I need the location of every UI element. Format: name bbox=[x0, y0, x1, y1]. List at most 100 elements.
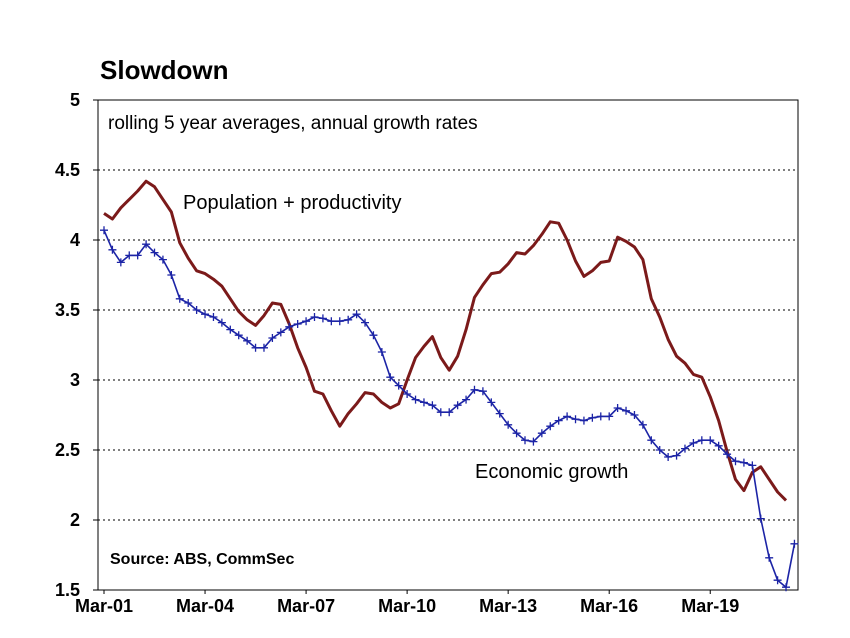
data-point bbox=[100, 226, 108, 235]
data-point bbox=[462, 395, 471, 404]
data-point bbox=[276, 328, 285, 337]
data-point bbox=[116, 258, 125, 267]
series-lines bbox=[100, 179, 799, 592]
data-point bbox=[150, 248, 159, 257]
data-point bbox=[285, 322, 294, 331]
x-tick-label: Mar-04 bbox=[176, 596, 234, 616]
data-point bbox=[318, 314, 327, 323]
series-label-population-productivity: Population + productivity bbox=[183, 192, 401, 214]
data-point bbox=[352, 310, 361, 319]
data-point bbox=[335, 317, 344, 326]
data-point bbox=[529, 437, 538, 446]
data-point bbox=[630, 411, 639, 419]
y-tick-label: 5 bbox=[70, 90, 80, 110]
data-point bbox=[613, 404, 622, 412]
series-label-economic-growth: Economic growth bbox=[475, 461, 628, 483]
data-point bbox=[445, 408, 454, 417]
data-point bbox=[512, 429, 521, 438]
data-point bbox=[706, 436, 715, 445]
y-tick-label: 2 bbox=[70, 510, 80, 530]
y-tick-label: 3.5 bbox=[55, 300, 80, 320]
data-point bbox=[243, 336, 252, 345]
y-tick-label: 2.5 bbox=[55, 440, 80, 460]
chart-subtitle: rolling 5 year averages, annual growth r… bbox=[108, 113, 478, 134]
data-point bbox=[344, 315, 353, 324]
data-point bbox=[588, 413, 597, 422]
data-point bbox=[158, 255, 167, 264]
data-point bbox=[596, 412, 605, 421]
gridlines bbox=[98, 169, 798, 521]
data-point bbox=[739, 458, 748, 467]
data-point bbox=[369, 331, 378, 340]
data-point bbox=[234, 331, 243, 340]
data-point bbox=[428, 401, 437, 410]
data-point bbox=[680, 444, 689, 453]
series-population-productivity bbox=[103, 179, 788, 502]
x-axis-ticks: Mar-01 Mar-04 Mar-07 Mar-10 Mar-13 Mar-16 Mar-… bbox=[75, 590, 739, 616]
data-point bbox=[748, 461, 757, 470]
x-tick-label: Mar-16 bbox=[580, 596, 638, 616]
data-point bbox=[563, 412, 572, 421]
data-point bbox=[605, 412, 614, 421]
x-tick-label: Mar-07 bbox=[277, 596, 335, 616]
data-point bbox=[403, 390, 412, 398]
data-point bbox=[689, 439, 698, 447]
data-point bbox=[226, 325, 235, 334]
data-point bbox=[217, 318, 226, 327]
data-point bbox=[293, 320, 302, 328]
data-point bbox=[436, 408, 445, 417]
data-point bbox=[664, 453, 673, 461]
data-point bbox=[142, 240, 151, 249]
data-point bbox=[167, 271, 176, 279]
plot-area bbox=[97, 99, 799, 591]
data-point bbox=[201, 310, 210, 319]
y-tick-label: 4 bbox=[70, 230, 80, 250]
data-point bbox=[478, 387, 487, 396]
y-tick-label: 3 bbox=[70, 370, 80, 390]
data-point bbox=[133, 251, 142, 260]
series-economic-growth bbox=[100, 226, 799, 592]
data-point bbox=[411, 395, 420, 404]
y-tick-label: 4.5 bbox=[55, 160, 80, 180]
source-note: Source: ABS, CommSec bbox=[110, 551, 294, 568]
data-point bbox=[731, 457, 740, 466]
x-tick-label: Mar-01 bbox=[75, 596, 133, 616]
data-point bbox=[782, 583, 791, 592]
data-point bbox=[125, 251, 134, 260]
data-point bbox=[554, 416, 563, 425]
data-point bbox=[638, 420, 647, 429]
data-point bbox=[723, 450, 732, 459]
data-point bbox=[268, 334, 277, 342]
data-point bbox=[537, 429, 546, 438]
data-point bbox=[310, 313, 319, 321]
data-point bbox=[579, 416, 588, 425]
data-point bbox=[377, 348, 386, 356]
data-point bbox=[108, 245, 117, 254]
data-point bbox=[251, 343, 260, 352]
data-point bbox=[495, 409, 504, 418]
data-point bbox=[184, 299, 193, 307]
data-point bbox=[622, 406, 631, 415]
data-point bbox=[765, 553, 774, 562]
data-point bbox=[773, 576, 782, 585]
data-point bbox=[647, 436, 656, 445]
data-point bbox=[655, 446, 664, 454]
data-point bbox=[192, 306, 201, 314]
y-axis-ticks: 5 4.5 4 3.5 3 2.5 2 1.5 bbox=[55, 90, 98, 600]
chart-title: Slowdown bbox=[100, 55, 229, 85]
data-point bbox=[470, 385, 479, 394]
data-point bbox=[259, 343, 268, 352]
data-point bbox=[487, 398, 496, 407]
series-line bbox=[103, 179, 788, 502]
data-point bbox=[453, 401, 462, 410]
data-point bbox=[756, 514, 765, 523]
x-tick-label: Mar-13 bbox=[479, 596, 537, 616]
data-point bbox=[175, 294, 184, 303]
data-point bbox=[504, 420, 513, 429]
data-point bbox=[302, 317, 311, 326]
data-point bbox=[327, 317, 336, 326]
data-point bbox=[714, 441, 723, 450]
data-point bbox=[790, 539, 799, 548]
data-point bbox=[209, 313, 218, 321]
data-point bbox=[361, 318, 370, 327]
